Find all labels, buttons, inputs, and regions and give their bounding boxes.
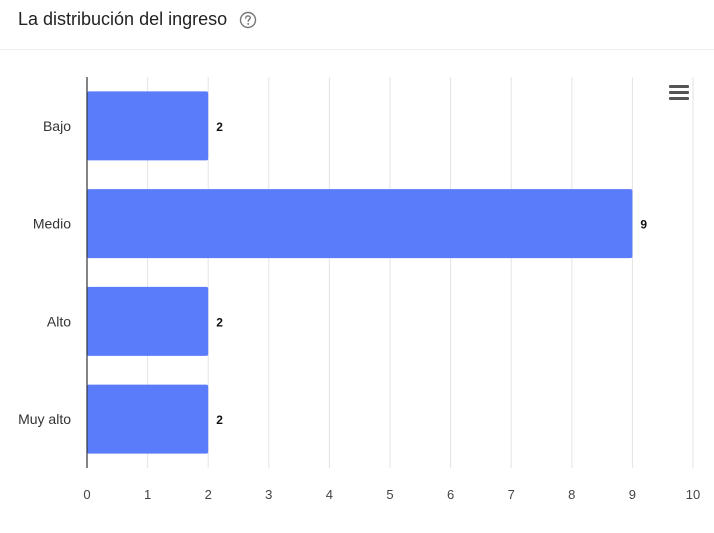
x-tick-label: 5 xyxy=(386,487,393,502)
hamburger-menu-icon[interactable] xyxy=(669,85,691,103)
x-tick-label: 9 xyxy=(629,487,636,502)
x-tick-label: 7 xyxy=(508,487,515,502)
income-distribution-chart: 0 1 2 3 4 5 6 7 8 9 10 Bajo 2 Medio 9 Alto 2 Muy alto 2 xyxy=(18,77,700,502)
help-circle-icon[interactable] xyxy=(239,11,257,29)
category-label: Medio xyxy=(33,216,71,232)
x-tick-label: 6 xyxy=(447,487,454,502)
x-tick-label: 4 xyxy=(326,487,333,502)
category-label: Alto xyxy=(47,313,71,329)
data-label: 2 xyxy=(216,413,223,427)
chart-title: La distribución del ingreso xyxy=(18,9,228,29)
data-label: 9 xyxy=(640,218,647,232)
data-label: 2 xyxy=(216,315,223,329)
x-tick-label: 0 xyxy=(83,487,90,502)
x-tick-label: 8 xyxy=(568,487,575,502)
category-label: Muy alto xyxy=(18,411,71,427)
chart-header: La distribución del ingreso xyxy=(0,0,714,50)
bars xyxy=(87,91,633,454)
bar-bajo xyxy=(87,91,209,161)
bar-muy-alto xyxy=(87,384,209,454)
bar-medio xyxy=(87,189,633,259)
labels: 0 1 2 3 4 5 6 7 8 9 10 Bajo 2 Medio 9 Alto 2 Muy alto 2 xyxy=(18,118,700,502)
x-tick-label: 1 xyxy=(144,487,151,502)
x-tick-label: 2 xyxy=(205,487,212,502)
category-label: Bajo xyxy=(43,118,71,134)
bar-alto xyxy=(87,286,209,356)
x-tick-label: 10 xyxy=(686,487,700,502)
data-label: 2 xyxy=(216,120,223,134)
grid-lines xyxy=(147,77,694,468)
x-tick-label: 3 xyxy=(265,487,272,502)
